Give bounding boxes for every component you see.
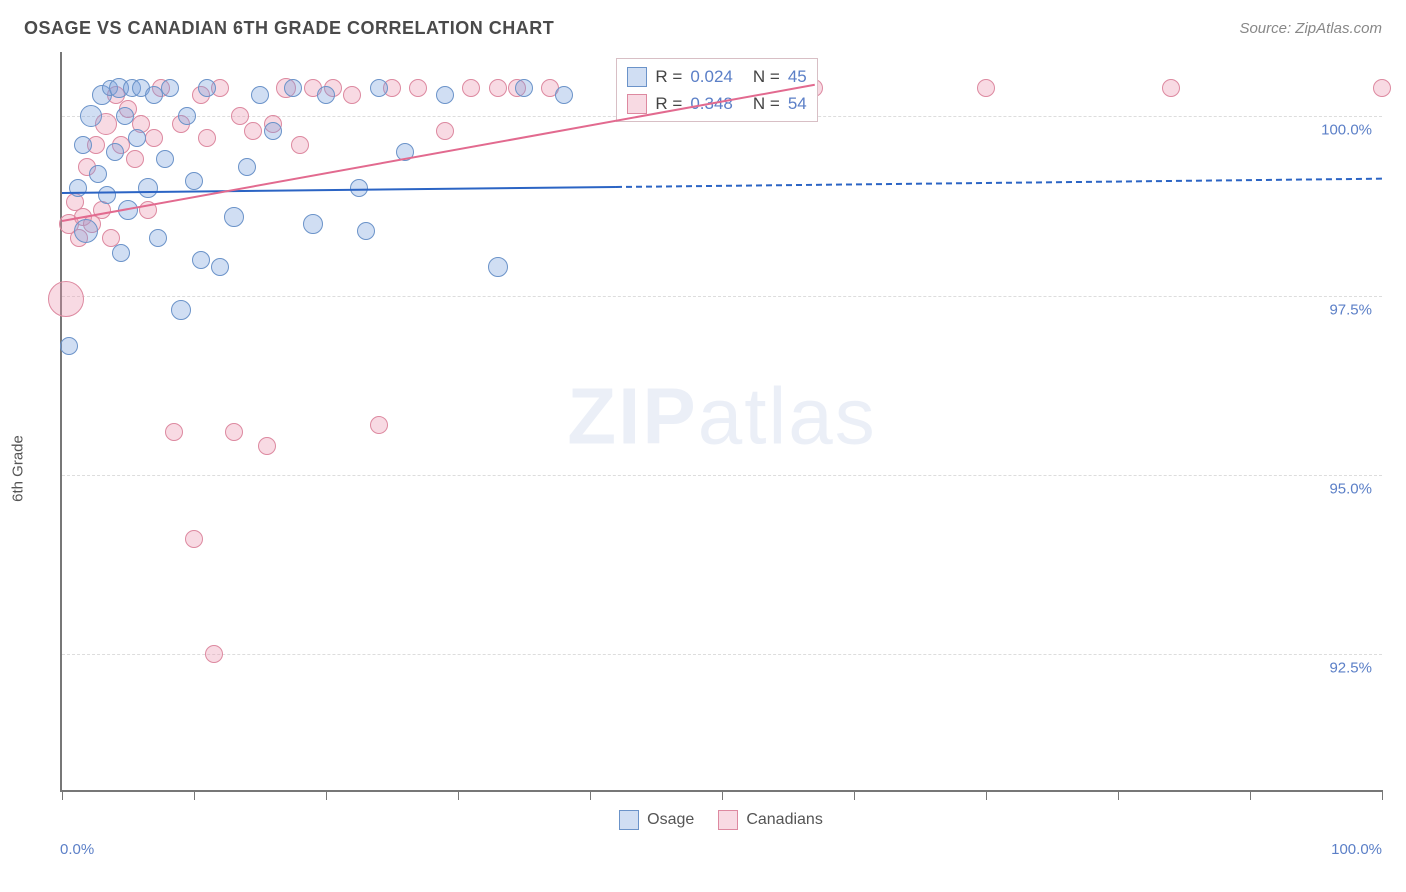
x-tick <box>194 790 195 800</box>
data-point <box>185 172 203 190</box>
data-point <box>74 136 92 154</box>
x-tick <box>1382 790 1383 800</box>
x-tick <box>458 790 459 800</box>
plot-area: ZIPatlas 92.5% 95.0% 97.5% 100.0% R = 0.024 N … <box>60 52 1382 792</box>
corr-r-label: R = <box>655 63 682 90</box>
data-point <box>357 222 375 240</box>
data-point <box>231 107 249 125</box>
x-tick <box>326 790 327 800</box>
data-point <box>198 129 216 147</box>
data-point <box>370 79 388 97</box>
x-tick <box>590 790 591 800</box>
correlation-legend-row: R =0.024N =45 <box>627 63 806 90</box>
x-tick <box>1118 790 1119 800</box>
trend-line <box>616 177 1382 187</box>
data-point <box>555 86 573 104</box>
gridline <box>62 475 1382 476</box>
gridline <box>62 654 1382 655</box>
data-point <box>224 207 244 227</box>
data-point <box>291 136 309 154</box>
data-point <box>409 79 427 97</box>
legend-item: Osage <box>619 810 694 830</box>
data-point <box>69 179 87 197</box>
data-point <box>489 79 507 97</box>
bottom-legend: Osage Canadians <box>60 810 1382 830</box>
data-point <box>149 229 167 247</box>
x-tick <box>62 790 63 800</box>
x-tick <box>986 790 987 800</box>
data-point <box>178 107 196 125</box>
data-point <box>225 423 243 441</box>
data-point <box>370 416 388 434</box>
x-axis-max-label: 100.0% <box>1331 841 1382 858</box>
legend-item: Canadians <box>718 810 823 830</box>
x-axis-min-label: 0.0% <box>60 841 94 858</box>
data-point <box>284 79 302 97</box>
y-axis-label: 6th Grade <box>10 435 27 502</box>
data-point <box>488 257 508 277</box>
source-text: Source: ZipAtlas.com <box>1239 20 1382 37</box>
legend-swatch <box>718 810 738 830</box>
data-point <box>126 150 144 168</box>
gridline <box>62 296 1382 297</box>
x-tick <box>854 790 855 800</box>
data-point <box>343 86 361 104</box>
corr-n-value: 54 <box>788 90 807 117</box>
legend-label: Canadians <box>746 811 823 829</box>
legend-label: Osage <box>647 811 694 829</box>
chart-title: OSAGE VS CANADIAN 6TH GRADE CORRELATION … <box>24 18 554 39</box>
data-point <box>1162 79 1180 97</box>
data-point <box>515 79 533 97</box>
data-point <box>1373 79 1391 97</box>
watermark: ZIPatlas <box>567 370 876 462</box>
trend-line <box>62 84 815 222</box>
corr-n-label: N = <box>753 63 780 90</box>
data-point <box>116 107 134 125</box>
y-tick-label: 97.5% <box>1327 301 1374 318</box>
data-point <box>303 214 323 234</box>
legend-swatch <box>627 94 647 114</box>
data-point <box>244 122 262 140</box>
data-point <box>48 281 84 317</box>
data-point <box>211 258 229 276</box>
data-point <box>436 86 454 104</box>
data-point <box>106 143 124 161</box>
data-point <box>145 129 163 147</box>
data-point <box>251 86 269 104</box>
data-point <box>74 219 98 243</box>
data-point <box>165 423 183 441</box>
x-tick <box>1250 790 1251 800</box>
data-point <box>161 79 179 97</box>
data-point <box>205 645 223 663</box>
y-tick-label: 92.5% <box>1327 659 1374 676</box>
data-point <box>264 122 282 140</box>
data-point <box>171 300 191 320</box>
legend-swatch <box>619 810 639 830</box>
data-point <box>258 437 276 455</box>
legend-swatch <box>627 67 647 87</box>
data-point <box>192 251 210 269</box>
y-tick-label: 95.0% <box>1327 480 1374 497</box>
data-point <box>198 79 216 97</box>
data-point <box>80 105 102 127</box>
data-point <box>156 150 174 168</box>
data-point <box>138 178 158 198</box>
x-tick <box>722 790 723 800</box>
data-point <box>238 158 256 176</box>
data-point <box>98 186 116 204</box>
data-point <box>112 244 130 262</box>
data-point <box>128 129 146 147</box>
data-point <box>977 79 995 97</box>
data-point <box>60 337 78 355</box>
y-tick-label: 100.0% <box>1319 122 1374 139</box>
data-point <box>317 86 335 104</box>
data-point <box>89 165 107 183</box>
corr-r-value: 0.024 <box>690 63 733 90</box>
data-point <box>436 122 454 140</box>
data-point <box>185 530 203 548</box>
data-point <box>462 79 480 97</box>
